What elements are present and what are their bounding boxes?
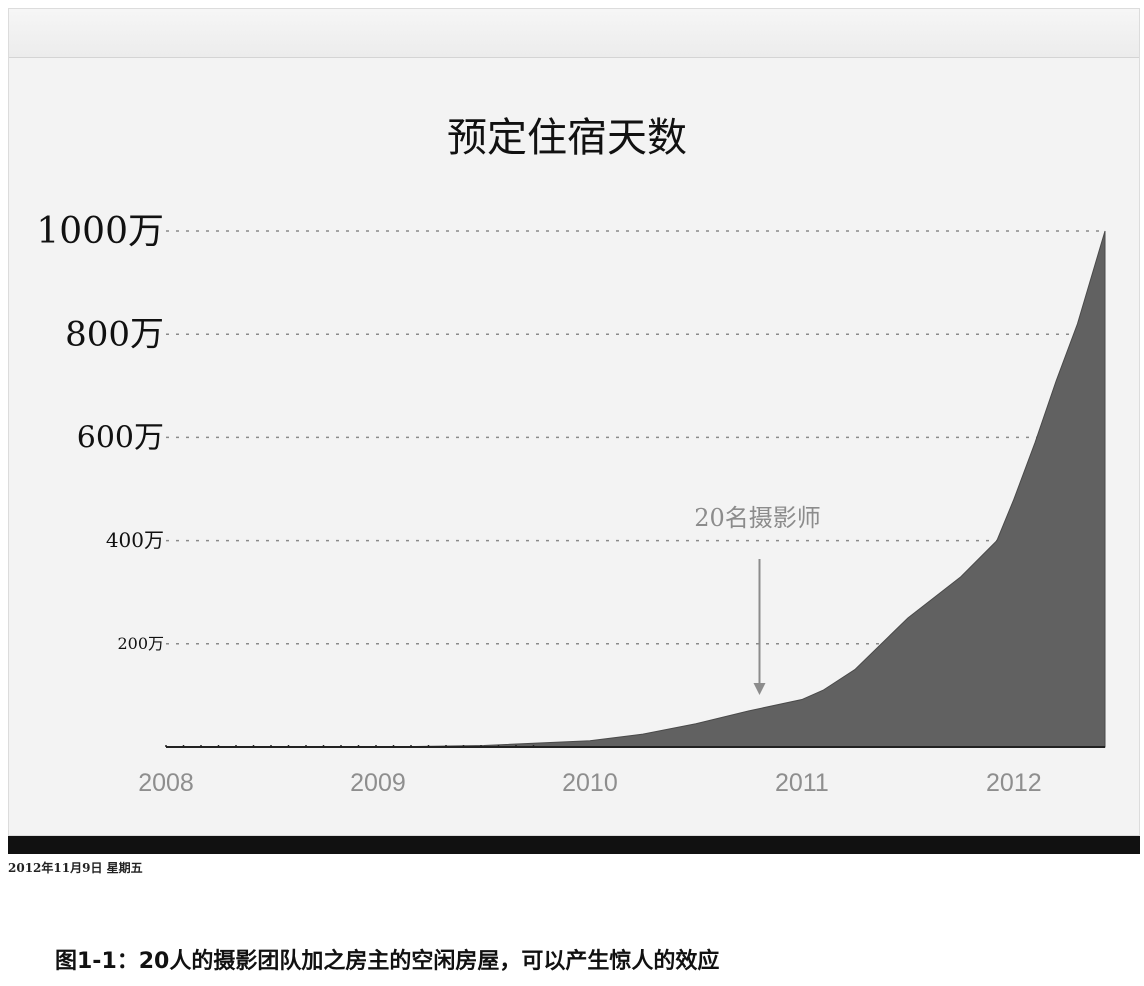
x-tick-label: 2009	[350, 769, 406, 797]
slide-top-bar	[9, 9, 1139, 58]
x-tick-label: 2010	[562, 769, 618, 797]
x-tick-label: 2008	[138, 769, 194, 797]
y-tick-label: 200万	[117, 634, 164, 653]
slide-date: 2012年11月9日 星期五	[8, 861, 143, 875]
chart-title: 预定住宿天数	[447, 115, 687, 161]
x-tick-label: 2012	[986, 769, 1042, 797]
chart-slide: 预定住宿天数 1000万 800万 600万 400万 200万 2008 2009 2010…	[8, 8, 1140, 836]
y-tick-label: 800万	[65, 314, 164, 354]
area-series	[166, 230, 1106, 748]
black-band	[8, 836, 1140, 854]
figure-caption: 图1-1：20人的摄影团队加之房主的空闲房屋，可以产生惊人的效应	[55, 949, 720, 974]
annotation-label: 20名摄影师	[694, 504, 821, 532]
x-tick-label: 2011	[775, 769, 829, 797]
y-tick-label: 600万	[77, 420, 164, 455]
y-tick-label: 400万	[106, 528, 164, 552]
annotation-arrow-head	[753, 683, 766, 695]
area-chart: 预定住宿天数 1000万 800万 600万 400万 200万 2008 2009 2010…	[36, 115, 1106, 797]
y-tick-label: 1000万	[36, 211, 164, 252]
